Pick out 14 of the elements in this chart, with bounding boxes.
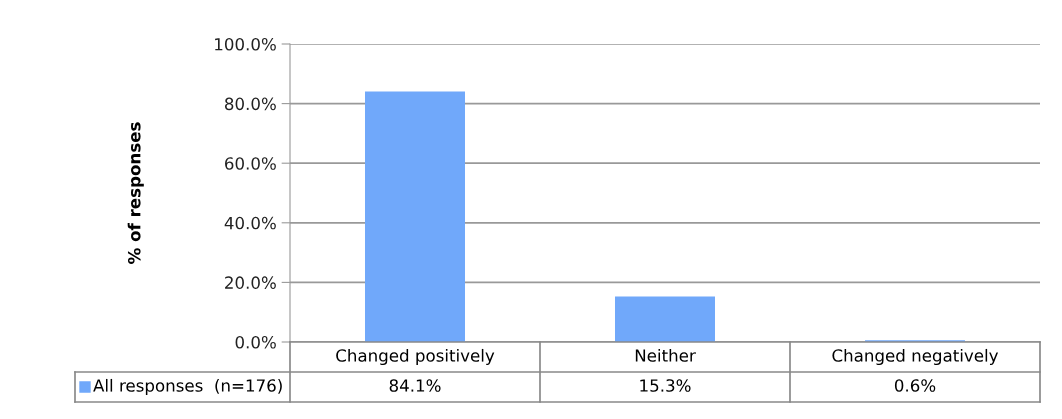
x-tick-label: Changed negatively xyxy=(832,348,999,366)
legend-label: All responses (n=176) xyxy=(93,378,282,396)
data-label: 84.1% xyxy=(389,379,441,392)
y-axis-title: % of responses xyxy=(127,122,144,264)
y-tick-label: 40.0% xyxy=(224,216,276,230)
x-tick-label: Changed positively xyxy=(336,348,495,366)
y-tick-label: 80.0% xyxy=(224,97,276,111)
y-tick-label: 0.0% xyxy=(235,335,276,349)
data-label: 15.3% xyxy=(640,379,691,392)
y-tick-label: 20.0% xyxy=(225,276,276,289)
y-tick-label: 100.0% xyxy=(215,37,276,51)
data-label: 0.6% xyxy=(894,379,936,392)
y-tick-label: 60.0% xyxy=(225,157,276,170)
x-tick-label: Neither xyxy=(635,348,696,362)
